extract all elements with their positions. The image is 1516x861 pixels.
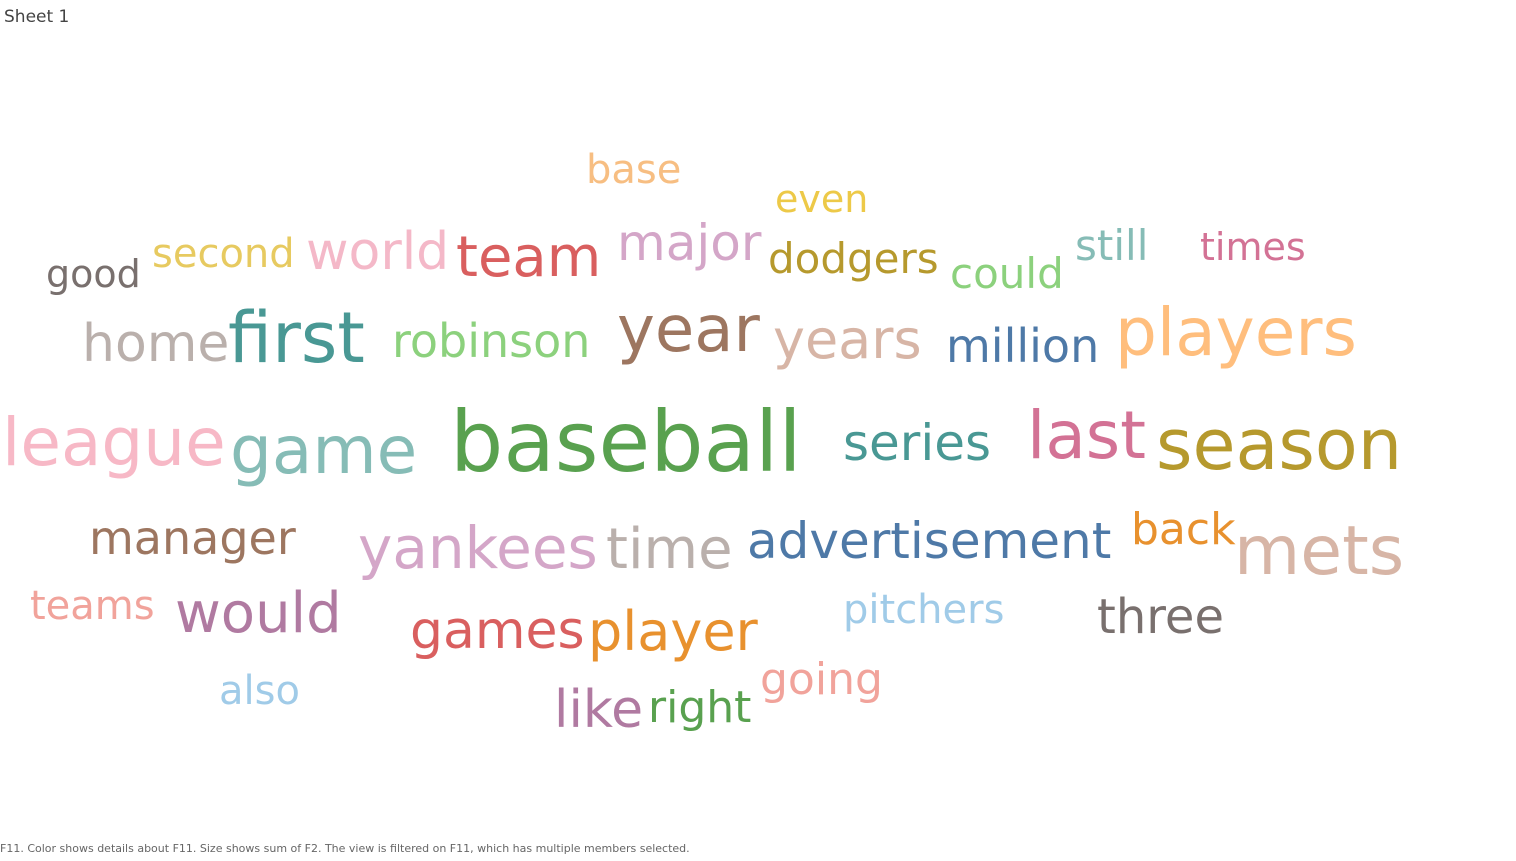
word-year[interactable]: year [617,293,760,367]
word-back[interactable]: back [1131,504,1236,555]
word-three[interactable]: three [1097,589,1224,645]
word-team[interactable]: team [456,225,602,290]
word-player[interactable]: player [588,600,758,663]
word-dodgers[interactable]: dodgers [768,234,939,283]
word-would[interactable]: would [175,581,342,646]
word-second[interactable]: second [152,231,295,277]
word-million[interactable]: million [946,319,1100,373]
word-games[interactable]: games [410,601,585,661]
word-game[interactable]: game [230,412,418,489]
word-going[interactable]: going [760,654,883,705]
word-could[interactable]: could [950,249,1064,298]
word-series[interactable]: series [843,414,992,472]
word-pitchers[interactable]: pitchers [843,587,1005,633]
word-robinson[interactable]: robinson [392,314,591,368]
word-world[interactable]: world [306,222,450,282]
word-times[interactable]: times [1200,225,1306,269]
word-good[interactable]: good [46,252,141,296]
word-season[interactable]: season [1156,404,1403,486]
word-home[interactable]: home [82,314,230,374]
word-right[interactable]: right [648,682,752,733]
word-like[interactable]: like [554,680,644,740]
word-players[interactable]: players [1115,294,1357,371]
caption-footnote: F11. Color shows details about F11. Size… [0,842,690,855]
word-advertisement[interactable]: advertisement [747,512,1112,570]
word-also[interactable]: also [219,668,300,714]
word-years[interactable]: years [773,308,922,371]
word-last[interactable]: last [1027,397,1147,474]
word-teams[interactable]: teams [30,583,155,629]
word-major[interactable]: major [617,214,762,272]
word-time[interactable]: time [606,517,733,582]
word-league[interactable]: league [2,404,226,481]
word-mets[interactable]: mets [1234,512,1405,591]
word-base[interactable]: base [586,147,682,193]
word-yankees[interactable]: yankees [358,514,598,582]
word-manager[interactable]: manager [89,511,296,565]
word-baseball[interactable]: baseball [450,393,802,491]
sheet-title: Sheet 1 [4,7,70,27]
word-even[interactable]: even [775,177,869,221]
word-first[interactable]: first [228,297,365,379]
word-still[interactable]: still [1075,221,1149,270]
